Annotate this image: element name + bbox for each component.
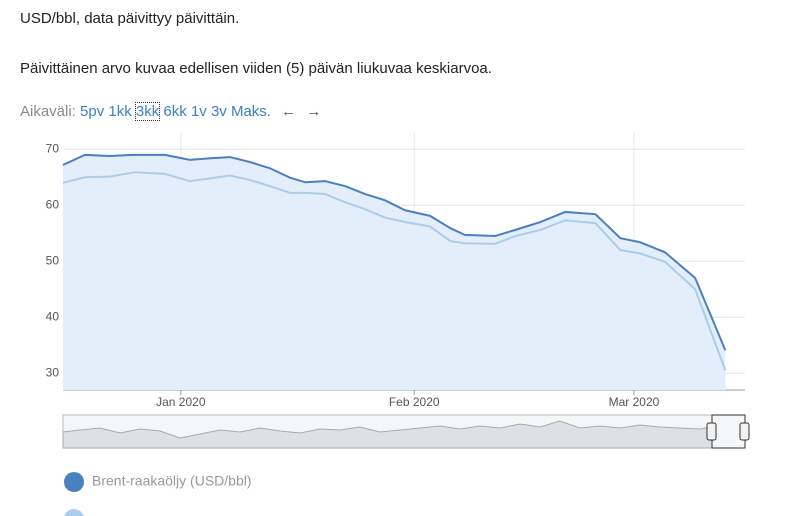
legend-marker (64, 472, 84, 492)
unit-note: USD/bbl, data päivittyy päivittäin. (20, 10, 240, 27)
range-option[interactable]: Maks. (230, 103, 271, 120)
legend-marker (64, 509, 84, 516)
navigator-window (711, 414, 746, 449)
series-line (62, 171, 727, 371)
y-tick-label: 60 (46, 197, 60, 211)
range-option[interactable]: 3v (210, 103, 227, 120)
navigator-area (62, 420, 713, 449)
next-arrow[interactable]: → (306, 103, 322, 120)
prev-arrow[interactable]: ← (281, 103, 297, 120)
range-label: Aikaväli: (20, 103, 76, 120)
legend-label: Brent-raakaöljy (USD/bbl) (92, 473, 252, 489)
y-tick-label: 50 (46, 253, 60, 267)
range-option[interactable]: 6kk (163, 103, 187, 120)
x-tick-label: Feb 2020 (389, 395, 440, 409)
navigator (62, 414, 750, 449)
description: Päivittäinen arvo kuvaa edellisen viiden… (20, 60, 492, 77)
range-selector: Aikaväli: 5pv 1kk 3kk 6kk 1v 3v Maks. ← … (20, 102, 322, 121)
range-option[interactable]: 1kk (108, 103, 132, 120)
range-option[interactable]: 5pv (80, 103, 105, 120)
y-tick-label: 40 (46, 309, 60, 323)
range-option[interactable]: 3kk (134, 102, 161, 121)
navigator-frame (62, 414, 746, 449)
series-line (62, 153, 727, 351)
x-tick-label: Jan 2020 (156, 395, 206, 409)
y-tick-label: 30 (46, 365, 60, 379)
navigator-handle (706, 422, 717, 441)
x-tick-label: Mar 2020 (609, 395, 660, 409)
navigator-handle (739, 422, 750, 441)
range-option[interactable]: 1v (190, 103, 207, 120)
area-fill (63, 154, 726, 390)
y-tick-label: 70 (46, 141, 60, 155)
